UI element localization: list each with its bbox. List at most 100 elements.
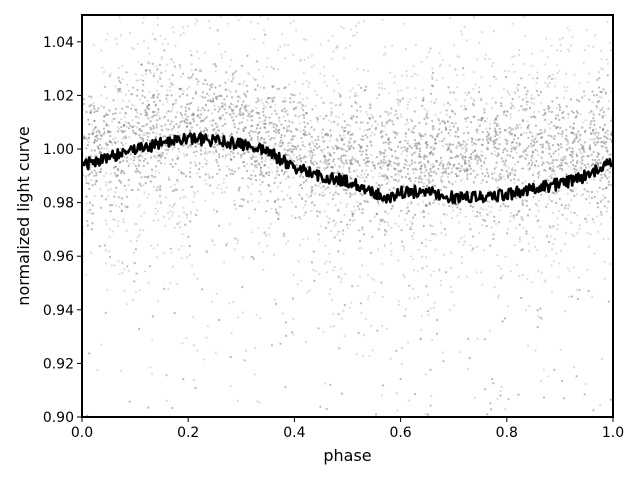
scatter-point bbox=[88, 123, 91, 126]
scatter-point bbox=[321, 194, 324, 197]
scatter-point bbox=[371, 116, 374, 119]
scatter-point bbox=[276, 212, 279, 215]
scatter-point bbox=[157, 159, 160, 162]
scatter-point bbox=[112, 138, 115, 141]
scatter-point bbox=[268, 171, 271, 174]
scatter-point bbox=[321, 128, 324, 131]
scatter-point bbox=[276, 68, 280, 71]
scatter-point bbox=[173, 190, 176, 193]
y-tick-label: 0.96 bbox=[43, 249, 74, 265]
scatter-point bbox=[332, 219, 335, 222]
scatter-point bbox=[179, 121, 182, 124]
scatter-point bbox=[373, 133, 376, 136]
scatter-point bbox=[260, 137, 263, 140]
scatter-point bbox=[230, 332, 233, 335]
scatter-point bbox=[255, 164, 258, 167]
scatter-point bbox=[266, 57, 269, 60]
scatter-point bbox=[168, 78, 171, 81]
scatter-point bbox=[311, 151, 314, 154]
scatter-point bbox=[454, 121, 458, 124]
scatter-point bbox=[518, 240, 522, 243]
scatter-point bbox=[328, 292, 331, 296]
scatter-point bbox=[173, 226, 176, 229]
scatter-point bbox=[274, 109, 277, 112]
scatter-point bbox=[90, 171, 93, 174]
scatter-point bbox=[323, 168, 326, 172]
scatter-point bbox=[241, 64, 244, 67]
scatter-point bbox=[214, 86, 217, 89]
scatter-point bbox=[86, 210, 90, 213]
scatter-point bbox=[371, 349, 374, 352]
scatter-point bbox=[591, 101, 594, 104]
scatter-point bbox=[242, 129, 245, 132]
scatter-point bbox=[397, 259, 400, 262]
scatter-point bbox=[322, 331, 325, 334]
scatter-point bbox=[389, 112, 392, 115]
scatter-point bbox=[509, 215, 512, 218]
scatter-point bbox=[318, 211, 321, 214]
scatter-point bbox=[400, 146, 403, 149]
scatter-point bbox=[493, 122, 496, 125]
scatter-point bbox=[261, 181, 264, 184]
scatter-point bbox=[314, 192, 317, 195]
scatter-point bbox=[494, 117, 498, 121]
scatter-point bbox=[409, 179, 412, 182]
scatter-point bbox=[340, 220, 343, 223]
scatter-point bbox=[361, 135, 364, 138]
scatter-point bbox=[308, 82, 311, 85]
scatter-point bbox=[593, 221, 596, 224]
scatter-point bbox=[548, 152, 551, 155]
scatter-point bbox=[448, 172, 451, 175]
scatter-point bbox=[348, 192, 352, 195]
scatter-point bbox=[167, 176, 170, 179]
scatter-point bbox=[421, 99, 424, 102]
scatter-point bbox=[536, 77, 539, 80]
scatter-point bbox=[107, 150, 110, 153]
scatter-point bbox=[410, 130, 413, 133]
scatter-point bbox=[464, 91, 467, 94]
scatter-point bbox=[481, 138, 484, 141]
scatter-point bbox=[558, 38, 562, 41]
scatter-point bbox=[143, 132, 146, 135]
scatter-point bbox=[164, 135, 167, 138]
scatter-point bbox=[331, 145, 334, 148]
scatter-point bbox=[392, 131, 395, 134]
scatter-point bbox=[417, 295, 420, 299]
scatter-point bbox=[439, 279, 443, 282]
scatter-point bbox=[283, 134, 286, 137]
scatter-point bbox=[407, 341, 410, 344]
scatter-point bbox=[521, 155, 524, 158]
scatter-point bbox=[609, 262, 612, 266]
scatter-point bbox=[587, 214, 590, 217]
scatter-point bbox=[155, 132, 158, 135]
y-axis-label: normalized light curve bbox=[14, 126, 33, 305]
scatter-point bbox=[296, 283, 299, 286]
scatter-point bbox=[534, 203, 538, 206]
scatter-point bbox=[329, 113, 332, 116]
scatter-point bbox=[480, 164, 483, 168]
scatter-point bbox=[234, 237, 237, 240]
scatter-point bbox=[515, 151, 519, 154]
scatter-point bbox=[390, 164, 393, 167]
scatter-point bbox=[559, 164, 562, 167]
scatter-point bbox=[230, 108, 233, 111]
scatter-point bbox=[599, 11, 601, 13]
scatter-point bbox=[159, 202, 163, 205]
scatter-point bbox=[393, 161, 396, 165]
scatter-point bbox=[106, 288, 109, 291]
scatter-point bbox=[446, 173, 449, 176]
scatter-point bbox=[459, 208, 462, 211]
scatter-point bbox=[237, 19, 240, 22]
scatter-point bbox=[141, 74, 144, 77]
scatter-point bbox=[152, 94, 155, 97]
scatter-point bbox=[190, 126, 194, 129]
scatter-point bbox=[94, 109, 97, 113]
scatter-point bbox=[435, 135, 438, 138]
scatter-point bbox=[403, 218, 406, 221]
scatter-point bbox=[333, 151, 336, 154]
scatter-point bbox=[570, 132, 573, 135]
scatter-point bbox=[400, 209, 403, 212]
scatter-point bbox=[205, 162, 208, 165]
scatter-point bbox=[232, 172, 235, 176]
scatter-point bbox=[504, 255, 507, 258]
